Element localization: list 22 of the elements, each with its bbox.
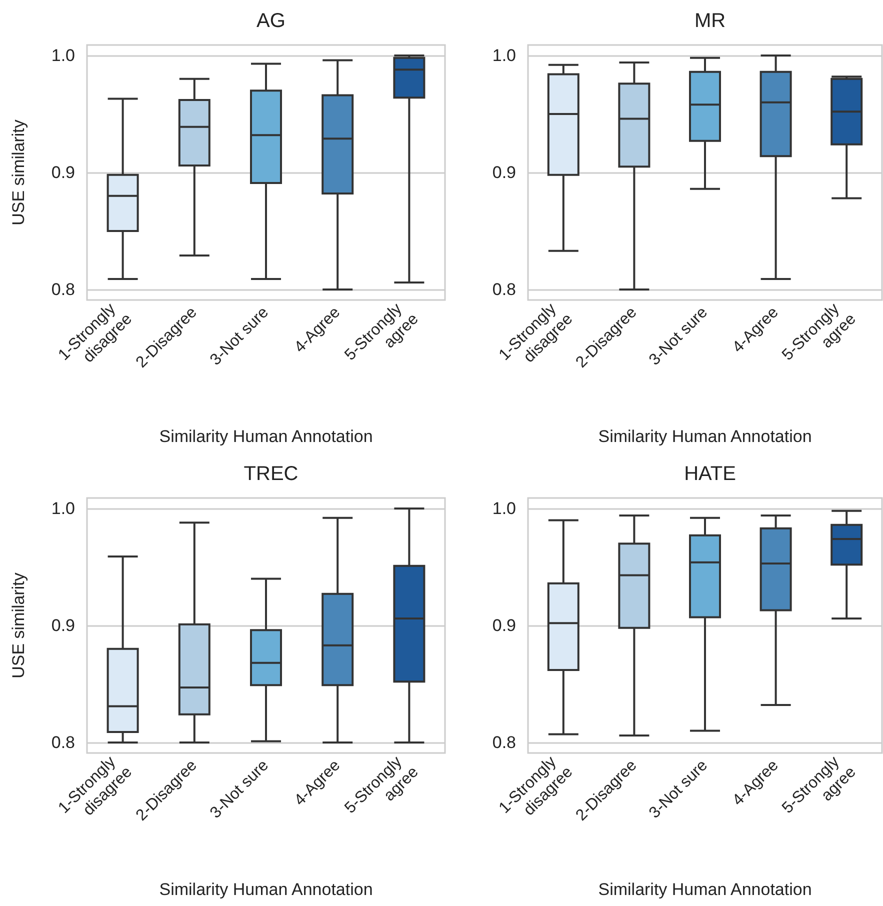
chart-title: AG <box>256 10 286 32</box>
y-tick-label: 1.0 <box>51 46 75 66</box>
y-tick-label: 0.9 <box>51 616 75 635</box>
y-tick-label: 0.8 <box>51 280 75 299</box>
y-tick-label: 0.9 <box>492 616 516 635</box>
y-tick-label: 1.0 <box>51 499 75 518</box>
y-tick-label: 0.8 <box>492 280 516 299</box>
y-tick-label: 0.9 <box>51 163 75 182</box>
y-tick-label: 0.9 <box>492 163 516 182</box>
y-tick-label: 1.0 <box>492 46 516 66</box>
x-axis-title: Similarity Human Annotation <box>159 427 373 446</box>
y-tick-label: 1.0 <box>492 499 516 518</box>
y-tick-label: 0.8 <box>51 732 75 752</box>
y-axis-title: USE similarity <box>9 572 28 678</box>
x-axis-title: Similarity Human Annotation <box>598 427 812 446</box>
x-axis-title: Similarity Human Annotation <box>159 880 373 899</box>
y-axis-title: USE similarity <box>9 119 28 226</box>
x-axis-title: Similarity Human Annotation <box>598 880 812 899</box>
chart-title: HATE <box>684 463 736 485</box>
y-tick-label: 0.8 <box>492 732 516 752</box>
chart-title: MR <box>694 10 726 32</box>
chart-title: TREC <box>244 463 298 485</box>
